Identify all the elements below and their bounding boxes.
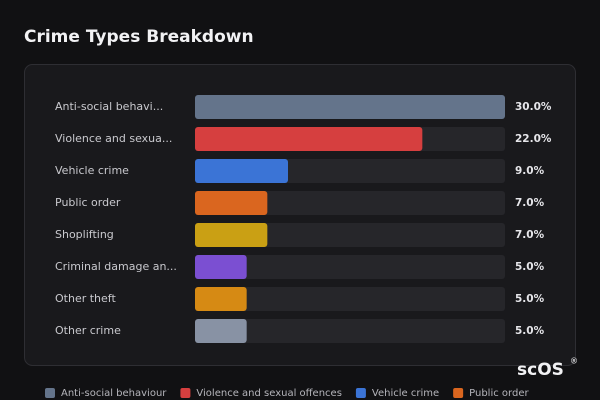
bar	[195, 223, 268, 247]
brand-mark: ®	[570, 357, 578, 366]
category-label: Vehicle crime	[55, 164, 129, 177]
value-label: 9.0%	[515, 165, 545, 177]
value-label: 5.0%	[515, 261, 545, 273]
bar-track	[195, 255, 505, 279]
legend-swatch	[453, 388, 464, 398]
category-label: Public order	[55, 196, 121, 209]
legend-swatch	[180, 388, 191, 398]
bar	[195, 319, 247, 343]
value-label: 5.0%	[515, 325, 545, 337]
legend-label: Public order	[469, 388, 529, 399]
bar	[195, 127, 423, 151]
chart-title: Crime Types Breakdown	[24, 27, 254, 47]
bar	[195, 255, 247, 279]
value-label: 7.0%	[515, 197, 545, 209]
category-label: Anti-social behavi...	[55, 100, 163, 113]
category-label: Shoplifting	[55, 228, 114, 241]
legend-swatch	[355, 388, 366, 398]
bar-track	[195, 287, 505, 311]
bar-track	[195, 223, 505, 247]
bar	[195, 191, 268, 215]
bar	[195, 95, 505, 119]
legend-label: Anti-social behaviour	[61, 388, 167, 399]
bar	[195, 287, 247, 311]
legend-swatch	[45, 388, 55, 398]
legend-label: Violence and sexual offences	[196, 388, 342, 399]
bar	[195, 159, 288, 183]
value-label: 7.0%	[515, 229, 545, 241]
bar-track	[195, 191, 505, 215]
category-label: Criminal damage an...	[55, 260, 177, 273]
brand: scOS	[517, 360, 564, 380]
category-label: Other crime	[55, 324, 121, 337]
value-label: 5.0%	[515, 293, 545, 305]
value-label: 22.0%	[515, 133, 552, 145]
value-label: 30.0%	[515, 101, 552, 113]
category-label: Violence and sexua...	[55, 132, 172, 145]
category-label: Other theft	[55, 292, 116, 305]
bar-track	[195, 319, 505, 343]
legend-label: Vehicle crime	[372, 388, 439, 399]
